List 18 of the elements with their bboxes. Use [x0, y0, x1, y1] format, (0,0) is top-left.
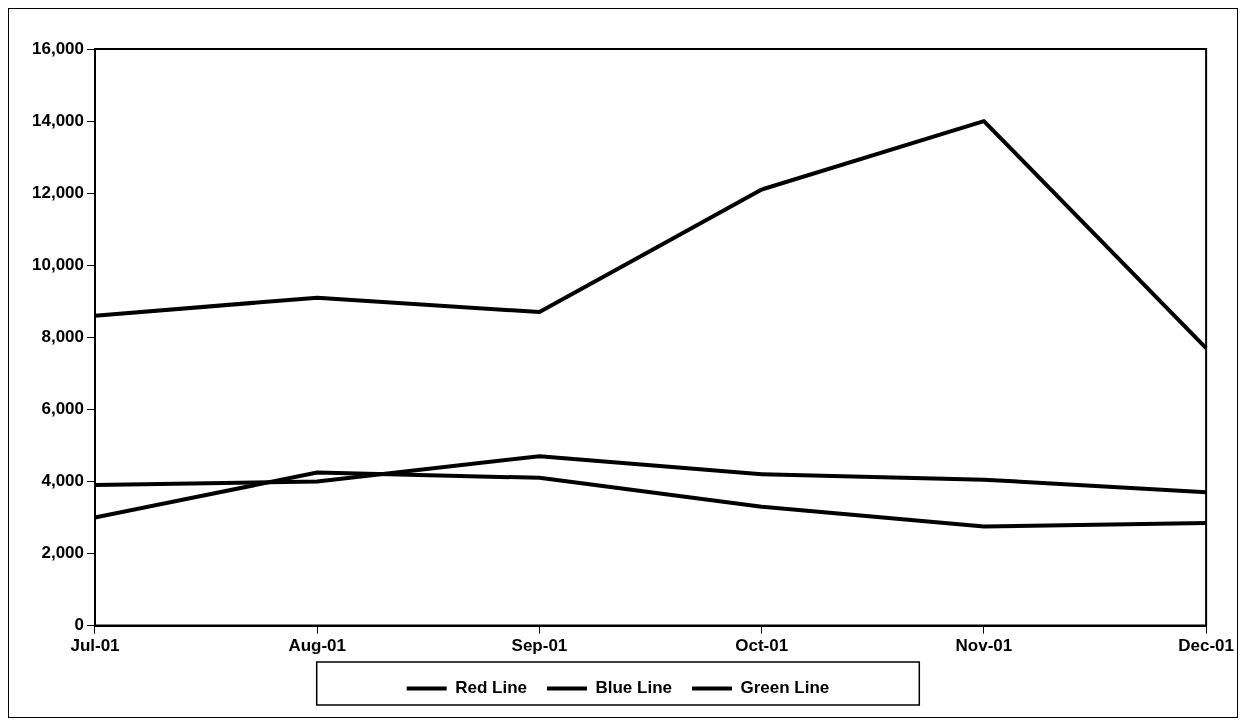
x-tick-label: Oct-01	[735, 636, 789, 656]
y-tick-label: 8,000	[41, 326, 84, 346]
y-tick-label: 16,000	[32, 38, 84, 58]
x-tick-label: Aug-01	[288, 636, 347, 656]
y-tick-label: 4,000	[41, 471, 84, 491]
x-tick-label: Nov-01	[955, 636, 1013, 656]
legend-label: Blue Line	[595, 678, 672, 698]
y-tick-label: 6,000	[41, 399, 84, 419]
x-tick-label: Sep-01	[511, 636, 568, 656]
y-tick-label: 12,000	[32, 182, 84, 202]
legend-label: Green Line	[740, 678, 830, 698]
y-tick-label: 14,000	[32, 110, 84, 130]
legend-label: Red Line	[455, 678, 527, 698]
x-tick-label: Jul-01	[70, 636, 120, 656]
y-tick-label: 10,000	[32, 254, 84, 274]
x-tick-label: Dec-01	[1178, 636, 1234, 656]
y-tick-label: 2,000	[41, 543, 84, 563]
y-tick-label: 0	[74, 615, 84, 635]
